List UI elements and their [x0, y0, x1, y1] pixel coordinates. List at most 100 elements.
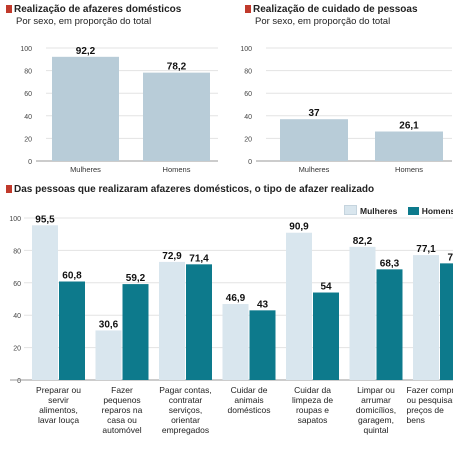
chart3-plot: 0 20 40 60 80 100 95,5 60,8 30,6 59,2 72,9 71,4 46,9…	[9, 214, 453, 384]
chart2-title: Realização de cuidado de pessoas	[245, 4, 418, 15]
category-label-line: ou pesquisar	[406, 395, 453, 405]
y-tick-label: 100	[20, 46, 32, 53]
chart2-plot: 0 20 40 60 80 100 37 Mulheres 26,1 Homens	[240, 46, 452, 174]
category-label-line: quintal	[363, 425, 389, 435]
y-tick-label: 80	[244, 69, 252, 76]
category-label: Mulheres	[70, 165, 101, 174]
y-tick-label: 20	[244, 136, 252, 143]
y-tick-label: 40	[244, 114, 252, 121]
value-label: 26,1	[399, 121, 419, 132]
value-label: 37	[308, 108, 320, 119]
category-label: Pagar contas, contratar serviços, orientar e…	[153, 385, 219, 435]
value-label: 71,4	[189, 253, 209, 264]
category-label-line: bens	[406, 415, 425, 425]
y-tick-label: 80	[24, 69, 32, 76]
bar-mulheres	[222, 304, 249, 380]
chart1-plot: 0 20 40 60 80 100 92,2 Mulheres 78,2 Homens	[20, 46, 218, 174]
category-label-line: automóvel	[102, 425, 142, 435]
value-label: 68,3	[380, 258, 400, 269]
value-label: 30,6	[99, 319, 119, 330]
bar-mulheres	[280, 119, 348, 161]
value-label: 59,2	[126, 273, 146, 284]
y-tick-label: 60	[244, 91, 252, 98]
category-label-line: preços de	[406, 405, 444, 415]
bar-homens	[376, 269, 403, 380]
category-label-line: contratar	[168, 395, 203, 405]
bar-homens	[59, 281, 85, 380]
bar-homens	[143, 72, 210, 161]
category-label-line: domésticos	[227, 405, 271, 415]
category-label-line: serviços,	[168, 405, 203, 415]
y-tick-label: 0	[248, 159, 252, 166]
legend-swatch-homens	[407, 207, 419, 215]
value-label: 46,9	[226, 293, 246, 304]
category-label: Fazer pequenos reparos na casa ou automóvel	[89, 385, 155, 435]
category-label-line: lavar louça	[37, 415, 80, 425]
category-label-line: arrumar	[361, 395, 391, 405]
category-label-line: garagem,	[358, 415, 394, 425]
bar-mulheres	[52, 56, 119, 162]
bar-homens	[186, 264, 212, 380]
category-label-line: Cuidar da	[294, 385, 331, 395]
value-label: 77,1	[416, 244, 436, 255]
chart2-subtitle: Por sexo, em proporção do total	[255, 16, 391, 27]
category-label: Cuidar da limpeza de roupas e sapatos	[280, 385, 346, 425]
title-marker	[245, 5, 251, 13]
category-label-line: Preparar ou	[36, 385, 81, 395]
category-label: Preparar ou servir alimentos, lavar louça	[26, 385, 92, 425]
bar-homens	[122, 284, 149, 380]
category-label-line: alimentos,	[39, 405, 78, 415]
chart1-title: Realização de afazeres domésticos	[6, 4, 181, 15]
value-label: 78,2	[167, 62, 187, 73]
value-label: 54	[320, 282, 332, 293]
category-label: Homens	[395, 165, 423, 174]
category-label-line: domicílios,	[355, 405, 397, 415]
category-label-line: reparos na	[101, 405, 143, 415]
legend-label-mulheres: Mulheres	[360, 206, 398, 216]
bar-mulheres	[413, 255, 439, 380]
category-label-line: Cuidar de	[230, 385, 268, 395]
chart3-legend: Mulheres Homens	[344, 205, 453, 216]
y-tick-label: 60	[24, 91, 32, 98]
y-tick-label: 100	[240, 46, 252, 53]
category-label: Mulheres	[299, 165, 330, 174]
value-label: 72	[447, 252, 453, 263]
legend-label-homens: Homens	[421, 206, 453, 216]
value-label: 43	[257, 299, 269, 310]
value-label: 72,9	[162, 251, 182, 262]
category-label-line: sapatos	[297, 415, 328, 425]
value-label: 82,2	[353, 236, 373, 247]
category-label-line: servir	[48, 395, 69, 405]
value-label: 90,9	[289, 222, 309, 233]
y-tick-label: 0	[17, 378, 21, 384]
y-tick-label: 20	[13, 346, 21, 353]
category-label: Cuidar de animais domésticos	[216, 385, 282, 415]
category-label-line: Pagar contas,	[159, 385, 212, 395]
category-label-line: orientar	[171, 415, 200, 425]
category-label: Limpar ou arrumar domicílios, garagem, quint…	[343, 385, 409, 435]
y-tick-label: 40	[13, 313, 21, 320]
chart3-title: Das pessoas que realizaram afazeres domé…	[6, 184, 374, 195]
legend-swatch-mulheres	[344, 205, 357, 215]
y-tick-label: 100	[9, 216, 21, 223]
legend-item-homens: Homens	[407, 206, 453, 216]
category-label-line: casa ou	[107, 415, 137, 425]
bar-homens	[313, 292, 339, 380]
bar-homens	[375, 131, 443, 161]
chart1-subtitle: Por sexo, em proporção do total	[16, 16, 152, 27]
category-label-line: pequenos	[103, 395, 141, 405]
category-label-line: animais	[234, 395, 264, 405]
value-label: 92,2	[76, 46, 96, 57]
legend-item-mulheres: Mulheres	[344, 205, 397, 216]
bar-mulheres	[32, 225, 58, 380]
y-tick-label: 40	[24, 114, 32, 121]
category-label-line: limpeza de	[291, 395, 334, 405]
value-label: 60,8	[62, 271, 82, 282]
category-label-line: roupas e	[295, 405, 330, 415]
bar-homens	[249, 310, 276, 380]
title-marker	[6, 5, 12, 13]
y-tick-label: 80	[13, 248, 21, 255]
category-label-line: Fazer	[111, 385, 133, 395]
y-tick-label: 0	[28, 159, 32, 166]
